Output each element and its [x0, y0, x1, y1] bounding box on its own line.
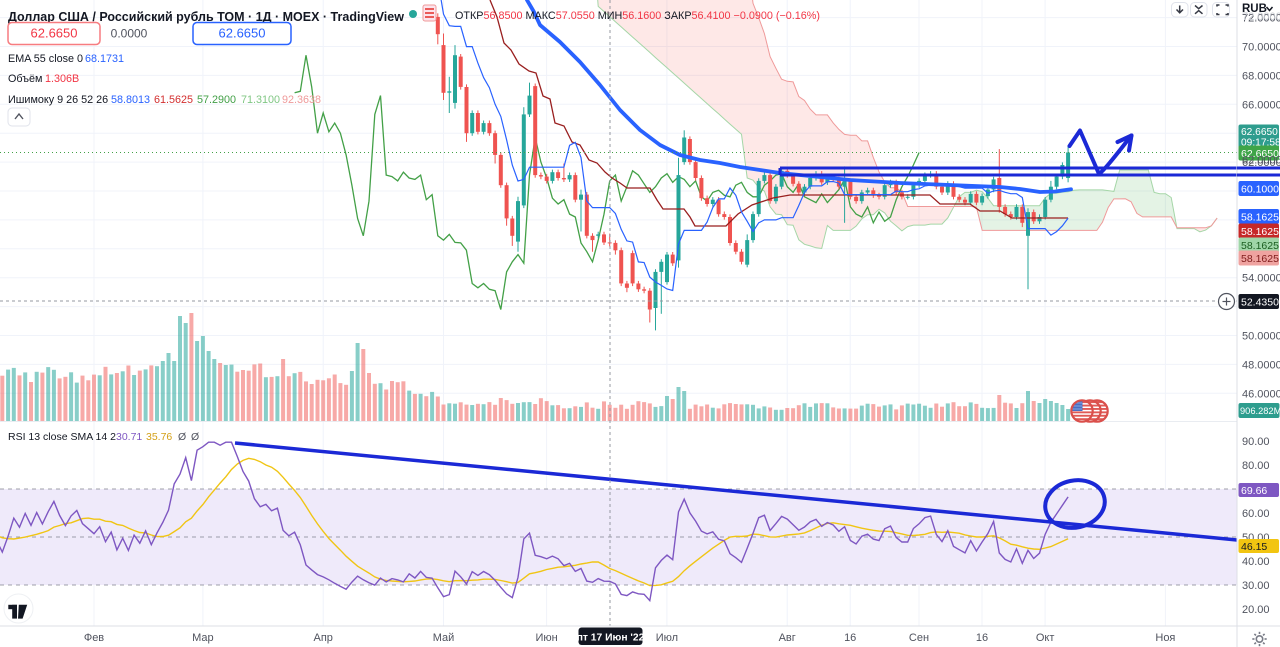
svg-text:58.1625: 58.1625 — [1241, 211, 1279, 223]
svg-text:54.0000: 54.0000 — [1242, 273, 1280, 285]
svg-text:Май: Май — [433, 632, 455, 644]
svg-text:Ноя: Ноя — [1155, 632, 1175, 644]
svg-text:66.0000: 66.0000 — [1242, 99, 1280, 111]
svg-text:09:17:58: 09:17:58 — [1241, 138, 1280, 149]
svg-text:48.0000: 48.0000 — [1242, 359, 1280, 371]
svg-text:Сен: Сен — [909, 632, 929, 644]
svg-text:90.00: 90.00 — [1242, 436, 1270, 448]
svg-text:Июл: Июл — [656, 632, 678, 644]
svg-text:Фев: Фев — [84, 632, 104, 644]
svg-text:EMA 55 close 068.1731: EMA 55 close 0 68.1731 — [8, 53, 124, 65]
svg-text:Мар: Мар — [192, 632, 214, 644]
svg-text:Июн: Июн — [535, 632, 557, 644]
svg-text:62.6650: 62.6650 — [219, 26, 266, 41]
svg-text:52.4350: 52.4350 — [1241, 296, 1279, 308]
svg-text:68.0000: 68.0000 — [1242, 70, 1280, 82]
svg-text:20.00: 20.00 — [1242, 604, 1270, 616]
svg-text:60.00: 60.00 — [1242, 508, 1270, 520]
svg-text:Доллар США / Российский рубль: Доллар США / Российский рубль ТОМ · 1Д ·… — [8, 10, 404, 24]
svg-text:30.00: 30.00 — [1242, 580, 1270, 592]
svg-text:16: 16 — [976, 632, 988, 644]
svg-text:Авг: Авг — [779, 632, 796, 644]
svg-text:16: 16 — [844, 632, 856, 644]
svg-text:62.6650: 62.6650 — [1241, 127, 1278, 138]
svg-text:72.0000: 72.0000 — [1242, 11, 1280, 23]
svg-text:RUB: RUB — [1242, 3, 1267, 15]
svg-text:60.1000: 60.1000 — [1241, 183, 1279, 195]
svg-text:58.1625: 58.1625 — [1241, 240, 1279, 252]
svg-text:906.282M: 906.282M — [1240, 406, 1280, 416]
svg-text:0.0000: 0.0000 — [111, 27, 148, 41]
svg-text:70.0000: 70.0000 — [1242, 42, 1280, 54]
svg-text:62.6650: 62.6650 — [31, 26, 78, 41]
svg-text:40.00: 40.00 — [1242, 556, 1270, 568]
svg-text:62.6650: 62.6650 — [1241, 148, 1279, 160]
svg-text:58.1625: 58.1625 — [1241, 253, 1279, 265]
svg-text:46.0000: 46.0000 — [1242, 388, 1280, 400]
svg-text:пт 17 Июн '22: пт 17 Июн '22 — [577, 633, 645, 644]
svg-text:Окт: Окт — [1036, 632, 1055, 644]
svg-text:58.1625: 58.1625 — [1241, 226, 1279, 238]
svg-text:62.0000: 62.0000 — [1242, 155, 1280, 167]
svg-text:Апр: Апр — [313, 632, 332, 644]
svg-text:72.0000: 72.0000 — [1242, 13, 1280, 25]
svg-text:69.66: 69.66 — [1241, 485, 1267, 497]
svg-text:80.00: 80.00 — [1242, 460, 1270, 472]
svg-text:50.0000: 50.0000 — [1242, 331, 1280, 343]
svg-text:ОТКР56.8500 МАКС57.0550 МИН56.: ОТКР56.8500 МАКС57.0550 МИН56.1600 ЗАКР5… — [455, 10, 820, 22]
svg-text:46.15: 46.15 — [1241, 541, 1267, 553]
